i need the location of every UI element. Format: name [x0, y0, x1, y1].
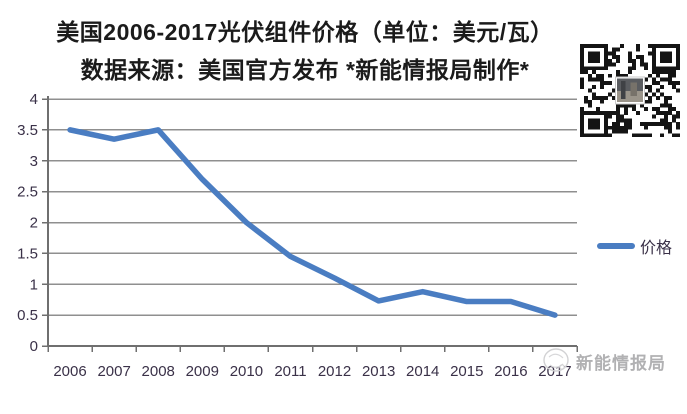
svg-text:2012: 2012 — [318, 363, 351, 380]
legend: 价格 — [597, 234, 672, 258]
svg-text:2007: 2007 — [97, 363, 130, 380]
svg-text:0: 0 — [30, 338, 38, 355]
svg-text:2008: 2008 — [142, 363, 175, 380]
svg-text:2014: 2014 — [406, 363, 439, 380]
svg-text:2009: 2009 — [186, 363, 219, 380]
svg-text:1: 1 — [30, 276, 38, 293]
svg-text:0.5: 0.5 — [17, 307, 38, 324]
svg-text:2: 2 — [30, 215, 38, 232]
qr-code-icon — [580, 44, 681, 138]
legend-label: 价格 — [640, 240, 673, 257]
legend-line-swatch — [597, 243, 635, 249]
svg-text:2013: 2013 — [362, 363, 395, 380]
svg-text:2010: 2010 — [230, 363, 263, 380]
svg-text:2016: 2016 — [494, 363, 527, 380]
chart-subtitle: 数据来源：美国官方发布 *新能情报局制作* — [80, 57, 530, 83]
svg-text:2017: 2017 — [538, 363, 571, 380]
svg-text:3: 3 — [30, 153, 38, 170]
svg-text:2006: 2006 — [53, 363, 86, 380]
svg-text:1.5: 1.5 — [17, 245, 38, 262]
chart-title: 美国2006-2017光伏组件价格（单位：美元/瓦） — [56, 19, 554, 45]
svg-text:4: 4 — [30, 91, 38, 108]
svg-text:2011: 2011 — [274, 363, 306, 380]
svg-text:2.5: 2.5 — [17, 184, 38, 201]
svg-text:3.5: 3.5 — [17, 122, 38, 139]
svg-text:2015: 2015 — [450, 363, 483, 380]
